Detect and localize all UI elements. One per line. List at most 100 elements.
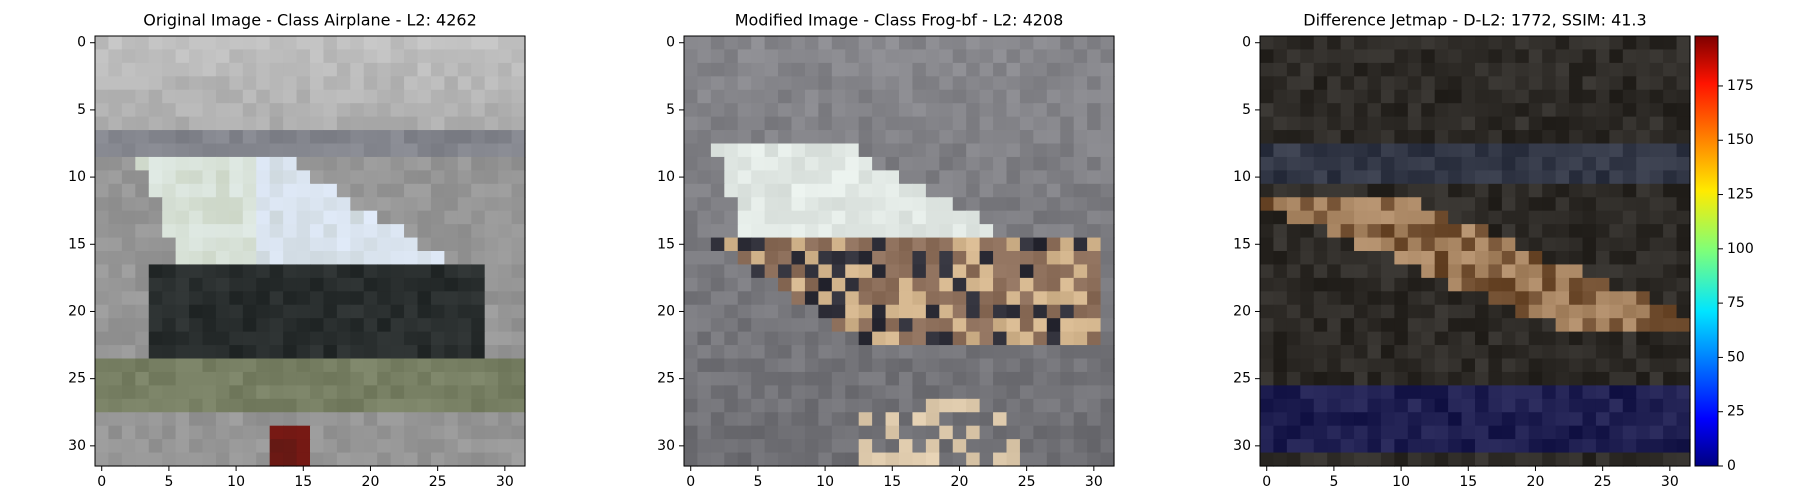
pixel xyxy=(1582,156,1597,171)
pixel xyxy=(1595,76,1610,91)
pixel xyxy=(430,304,445,319)
pixel xyxy=(310,452,325,467)
pixel xyxy=(1100,197,1115,212)
pixel xyxy=(256,62,271,77)
pixel xyxy=(684,345,699,360)
pixel xyxy=(710,398,725,413)
pixel xyxy=(430,156,445,171)
pixel xyxy=(737,237,752,252)
pixel xyxy=(1367,116,1382,131)
pixel xyxy=(1434,304,1449,319)
pixel xyxy=(912,425,927,440)
pixel xyxy=(1273,385,1288,400)
pixel xyxy=(1434,251,1449,266)
pixel xyxy=(885,36,900,51)
pixel xyxy=(1461,304,1476,319)
pixel xyxy=(1087,371,1102,386)
pixel xyxy=(215,452,230,467)
pixel xyxy=(417,143,432,158)
pixel xyxy=(858,304,873,319)
pixel xyxy=(710,89,725,104)
pixel xyxy=(430,183,445,198)
pixel xyxy=(952,345,967,360)
pixel xyxy=(912,251,927,266)
pixel xyxy=(1313,143,1328,158)
pixel xyxy=(993,398,1008,413)
pixel xyxy=(457,76,472,91)
pixel xyxy=(390,36,405,51)
pixel xyxy=(215,156,230,171)
pixel xyxy=(1367,183,1382,198)
pixel xyxy=(939,371,954,386)
pixel xyxy=(1461,103,1476,118)
pixel xyxy=(202,183,217,198)
pixel xyxy=(162,385,177,400)
pixel xyxy=(684,49,699,64)
pixel xyxy=(1019,156,1034,171)
x-tick-label: 25 xyxy=(1018,474,1036,490)
y-tick-label: 5 xyxy=(1242,102,1251,118)
pixel xyxy=(350,130,365,145)
pixel xyxy=(1434,156,1449,171)
pixel xyxy=(1475,36,1490,51)
pixel xyxy=(1461,49,1476,64)
pixel xyxy=(377,425,392,440)
pixel xyxy=(162,224,177,239)
pixel xyxy=(1313,62,1328,77)
pixel xyxy=(511,331,526,346)
pixel xyxy=(778,76,793,91)
pixel xyxy=(993,183,1008,198)
pixel xyxy=(858,425,873,440)
pixel xyxy=(498,291,513,306)
pixel xyxy=(256,36,271,51)
pixel xyxy=(1649,318,1664,333)
pixel xyxy=(1528,116,1543,131)
pixel xyxy=(1260,412,1275,427)
pixel xyxy=(1033,398,1048,413)
pixel xyxy=(737,76,752,91)
pixel xyxy=(1327,412,1342,427)
pixel xyxy=(710,36,725,51)
pixel xyxy=(1542,331,1557,346)
pixel xyxy=(1286,318,1301,333)
pixel xyxy=(710,439,725,454)
pixel xyxy=(1515,62,1530,77)
pixel xyxy=(1286,385,1301,400)
pixel xyxy=(1622,331,1637,346)
pixel xyxy=(710,318,725,333)
pixel xyxy=(1327,76,1342,91)
pixel xyxy=(899,358,914,373)
pixel xyxy=(323,210,338,225)
pixel xyxy=(1649,210,1664,225)
pixel xyxy=(1421,291,1436,306)
pixel xyxy=(1622,251,1637,266)
pixel xyxy=(885,398,900,413)
pixel xyxy=(175,412,190,427)
pixel xyxy=(121,439,136,454)
pixel xyxy=(135,183,150,198)
pixel xyxy=(952,318,967,333)
pixel xyxy=(1407,170,1422,185)
pixel xyxy=(1622,156,1637,171)
pixel xyxy=(511,116,526,131)
pixel xyxy=(1663,76,1678,91)
pixel xyxy=(939,358,954,373)
pixel xyxy=(108,264,123,279)
pixel xyxy=(1033,277,1048,292)
pixel xyxy=(1528,318,1543,333)
pixel xyxy=(737,318,752,333)
pixel xyxy=(791,116,806,131)
pixel xyxy=(952,264,967,279)
pixel xyxy=(350,49,365,64)
pixel xyxy=(215,76,230,91)
pixel xyxy=(377,36,392,51)
pixel xyxy=(310,116,325,131)
pixel xyxy=(1273,304,1288,319)
pixel xyxy=(296,156,311,171)
pixel xyxy=(831,197,846,212)
pixel xyxy=(1636,251,1651,266)
pixel xyxy=(1501,143,1516,158)
pixel xyxy=(885,156,900,171)
pixel xyxy=(336,210,351,225)
